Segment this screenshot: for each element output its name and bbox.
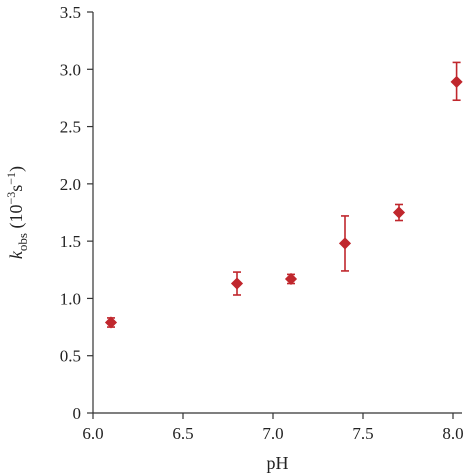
data-point xyxy=(284,272,298,286)
x-tick-label: 7.5 xyxy=(352,424,373,443)
y-tick-label: 1.0 xyxy=(60,289,81,308)
x-tick-label: 6.0 xyxy=(82,424,103,443)
data-marks xyxy=(104,61,463,329)
y-tick-label: 3.0 xyxy=(60,60,81,79)
x-tick-label: 7.0 xyxy=(262,424,283,443)
y-axis-title: kobs (10−3s−1) xyxy=(4,166,30,259)
y-axis-unit-exp2: −1 xyxy=(4,172,18,185)
diamond-marker xyxy=(392,206,406,219)
y-axis-unit-close: ) xyxy=(6,166,27,172)
y-axis-unit-mid: s xyxy=(6,185,26,192)
x-tick-label: 6.5 xyxy=(172,424,193,443)
y-tick-label: 1.5 xyxy=(60,232,81,251)
data-point xyxy=(450,61,463,102)
data-point xyxy=(230,271,244,296)
diamond-marker xyxy=(338,237,352,250)
y-tick-label: 0 xyxy=(73,404,82,423)
y-axis-unit-open: (10 xyxy=(6,205,27,234)
x-axis-title: pH xyxy=(267,453,289,473)
y-tick-label: 0.5 xyxy=(60,347,81,366)
diamond-marker xyxy=(104,316,118,329)
diamond-marker xyxy=(450,75,463,88)
diamond-marker xyxy=(284,272,298,286)
data-point xyxy=(392,203,406,222)
data-point xyxy=(338,215,352,272)
axes: 0 0.5 1.0 1.5 2.0 2.5 3.0 3.5 6.0 6.5 7.0 7.5 8.0 xyxy=(60,3,464,443)
y-axis-symbol: k xyxy=(6,250,26,259)
y-tick-label: 2.0 xyxy=(60,175,81,194)
diamond-marker xyxy=(230,277,244,290)
y-axis-subscript: obs xyxy=(15,233,30,251)
y-tick-label: 2.5 xyxy=(60,118,81,137)
y-axis-unit-exp1: −3 xyxy=(4,192,18,205)
x-tick-label: 8.0 xyxy=(442,424,463,443)
data-point xyxy=(104,316,118,329)
y-tick-label: 3.5 xyxy=(60,3,81,22)
